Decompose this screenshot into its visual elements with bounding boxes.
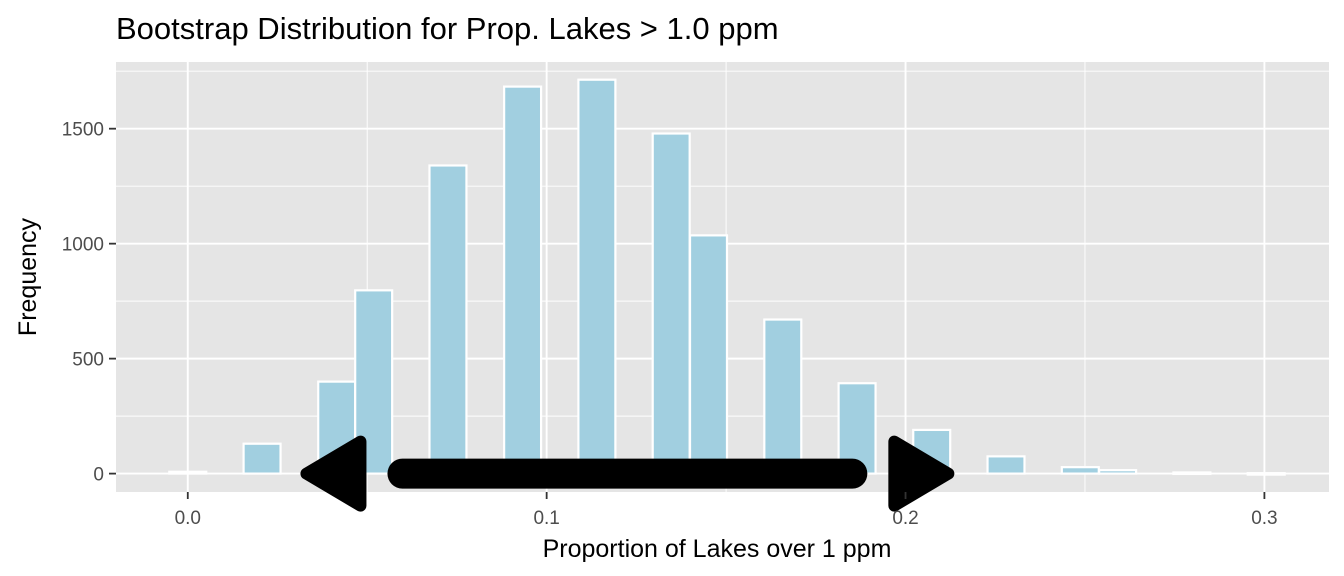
x-tick-label: 0.3 [1251,508,1277,529]
x-tick-label: 0.0 [175,508,201,529]
histogram-bar [428,164,468,475]
histogram-bar [1098,469,1138,475]
interval-arrow [300,435,955,512]
histogram-bar [763,318,803,475]
histogram-bar [837,382,877,475]
y-tick-label: 1500 [62,120,104,141]
x-tick-label: 0.2 [892,508,918,529]
histogram-bar [503,85,543,475]
histogram-bar [168,470,208,475]
x-axis-title: Proportion of Lakes over 1 ppm [543,535,892,563]
histogram-bar [1060,466,1100,475]
histogram-bar [688,234,729,475]
x-axis: 0.0 0.1 0.2 0.3 [175,492,1278,529]
histogram-bar [242,442,282,475]
y-tick-label: 0 [93,465,104,486]
histogram-bar [577,78,617,475]
y-axis: 0 500 1000 1500 [62,120,116,486]
y-tick-label: 500 [72,350,104,371]
y-tick-label: 1000 [62,235,104,256]
chart-title: Bootstrap Distribution for Prop. Lakes >… [116,11,779,46]
histogram-bar [1246,472,1286,476]
arrow-head-left [300,435,367,512]
y-axis-title: Frequency [14,217,42,336]
histogram-bar [986,455,1026,475]
histogram-bar [651,132,691,475]
histogram-bar [1172,471,1212,476]
arrow-head-right [888,435,955,512]
histogram-bars [168,78,1286,476]
x-tick-label: 0.1 [533,508,559,529]
